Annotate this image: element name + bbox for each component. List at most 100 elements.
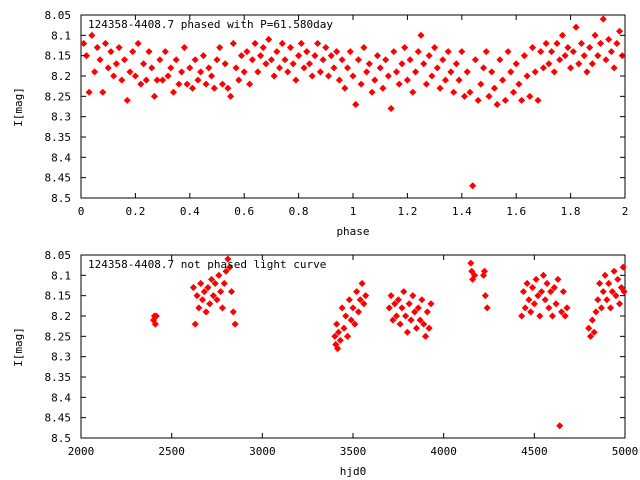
unphased-y-tick-label: 8.4 <box>51 391 71 404</box>
phased-data-point <box>586 43 594 52</box>
phased-data-point <box>210 84 218 92</box>
phased-data-point <box>110 72 118 80</box>
phased-data-point <box>428 72 436 80</box>
phased-data-point <box>186 64 194 72</box>
phased-data-point <box>251 39 259 48</box>
unphased-axis-ticks: 2000 2500 3000 3500 4000 4500 5000 8.05 8.1 8.15 8… <box>45 249 639 458</box>
phased-data-point <box>248 56 256 64</box>
phased-data-point <box>488 68 496 76</box>
phased-data-point <box>338 56 346 64</box>
unphased-x-tick-label: 4500 <box>521 445 548 458</box>
unphased-data-point <box>552 300 560 308</box>
unphased-data-point <box>420 320 428 328</box>
phased-data-point <box>137 80 145 88</box>
unphased-data-point <box>202 308 210 316</box>
unphased-x-axis-label: hjd0 <box>340 465 367 478</box>
unphased-data-point <box>336 336 344 344</box>
phased-data-point <box>398 60 406 68</box>
phased-y-tick-label: 8.05 <box>45 9 72 22</box>
phased-data-point <box>218 80 226 88</box>
phased-data-point <box>335 76 343 84</box>
phased-data-point <box>297 39 305 48</box>
unphased-data-point <box>616 300 624 308</box>
phased-data-point <box>150 92 158 100</box>
unphased-data-point <box>333 320 341 328</box>
phased-data-point <box>256 52 265 60</box>
phased-data-point <box>191 56 199 64</box>
phased-data-point <box>401 43 409 52</box>
unphased-data-point <box>198 296 207 304</box>
unphased-data-point <box>620 288 628 296</box>
phased-data-point <box>469 182 477 190</box>
phased-data-point <box>262 60 270 68</box>
unphased-data-point <box>601 271 609 279</box>
phased-data-point <box>496 56 504 64</box>
phased-data-point <box>523 72 531 80</box>
phased-data-point <box>164 72 172 80</box>
phased-data-point <box>194 76 202 84</box>
phased-data-point <box>183 80 191 88</box>
phased-data-point <box>276 64 284 72</box>
phased-data-point <box>341 84 349 92</box>
phased-data-point <box>431 43 439 52</box>
phased-data-point <box>610 64 618 72</box>
phased-data-point <box>254 68 262 76</box>
unphased-y-tick-label: 8.35 <box>45 371 72 384</box>
phased-data-point <box>175 80 183 88</box>
phased-data-point <box>346 48 354 56</box>
phased-data-point <box>324 72 333 80</box>
phased-data-point <box>88 31 96 39</box>
unphased-data-point <box>538 288 546 296</box>
phased-y-tick-label: 8.4 <box>51 151 71 164</box>
phased-data-point <box>107 48 115 56</box>
phased-data-point <box>409 88 417 96</box>
phased-data-point <box>444 48 452 56</box>
unphased-data-point <box>521 304 529 312</box>
unphased-y-tick-label: 8.05 <box>45 249 72 262</box>
phased-data-point <box>382 56 390 64</box>
phased-y-tick-label: 8.3 <box>51 111 71 124</box>
unphased-data-point <box>358 279 366 288</box>
phased-data-point <box>390 48 398 56</box>
unphased-x-tick-label: 5000 <box>612 445 639 458</box>
phased-data-point <box>199 52 207 60</box>
phased-data-point <box>278 39 286 48</box>
phased-data-point <box>270 72 278 80</box>
phased-data-point <box>379 84 387 92</box>
unphased-y-tick-label: 8.3 <box>51 351 71 364</box>
phased-data-point <box>518 96 526 104</box>
phased-data-point <box>441 76 450 84</box>
phased-data-point <box>526 92 534 100</box>
unphased-data-point <box>610 267 618 275</box>
phased-data-point <box>213 56 221 64</box>
unphased-data-point <box>151 320 159 328</box>
unphased-data-point <box>389 316 397 324</box>
phased-x-tick-label: 0 <box>78 205 85 218</box>
phased-data-point <box>327 52 335 60</box>
phased-x-tick-label: 1.2 <box>397 205 417 218</box>
unphased-data-point <box>209 292 217 300</box>
unphased-data-point <box>594 296 602 304</box>
phased-data-point <box>433 64 441 72</box>
unphased-data-point <box>342 312 350 320</box>
unphased-data-point <box>592 308 600 316</box>
unphased-data-point <box>387 292 395 300</box>
phased-data-point <box>237 52 246 60</box>
unphased-data-point <box>222 267 230 275</box>
phased-data-point <box>126 68 134 76</box>
phased-data-point <box>145 48 153 56</box>
phased-data-point <box>499 76 507 84</box>
phased-data-point <box>316 68 324 76</box>
phased-data-point <box>539 64 547 72</box>
phased-data-point <box>572 23 580 31</box>
unphased-data-point <box>347 316 355 324</box>
phased-plot-frame <box>80 14 626 199</box>
phased-axis-ticks: 0 0.2 0.4 0.6 0.8 1 1.2 1.4 1.6 1.8 2 8.05 8.1 8.15 8.… <box>45 9 629 218</box>
unphased-data-point <box>539 271 547 279</box>
unphased-data-point <box>585 324 593 332</box>
phased-data-point <box>240 68 248 76</box>
unphased-data-point <box>563 304 571 312</box>
phased-data-point <box>577 39 586 48</box>
unphased-data-point <box>554 275 562 283</box>
phased-data-point <box>267 56 275 64</box>
